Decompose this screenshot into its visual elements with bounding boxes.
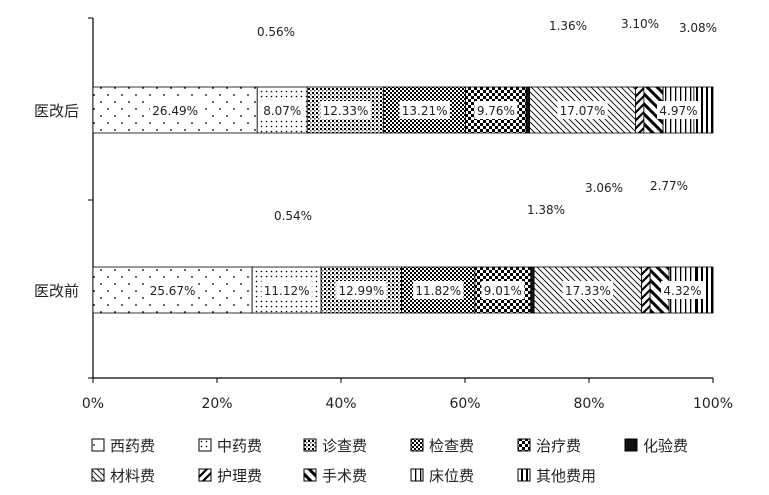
data-label: 12.99%: [338, 284, 384, 298]
x-tick-label: 100%: [693, 396, 733, 412]
data-label: 17.07%: [560, 104, 606, 118]
data-label-bg: [147, 281, 198, 299]
data-label-bg: [149, 101, 201, 119]
data-label-bg: [474, 101, 518, 119]
data-label-bg: [399, 101, 450, 119]
legend-swatch: [91, 438, 105, 452]
data-label: 3.08%: [679, 21, 717, 35]
data-label: 4.97%: [659, 104, 697, 118]
bar-segment: [641, 266, 651, 314]
bar-segment: [635, 86, 645, 134]
bar-segment: [92, 266, 253, 314]
data-label: 4.32%: [663, 284, 701, 298]
data-label: 13.21%: [402, 104, 448, 118]
legend-swatch: [303, 438, 317, 452]
data-label-bg: [660, 281, 704, 299]
legend-label: 中药费: [217, 437, 262, 455]
data-label: 0.56%: [257, 25, 295, 39]
legend-label: 材料费: [110, 467, 155, 485]
data-label-bg: [557, 101, 608, 119]
data-label: 17.33%: [565, 284, 611, 298]
bar-segment: [525, 86, 531, 134]
bar-segment: [529, 86, 636, 134]
legend-label: 西药费: [110, 437, 155, 455]
legend-swatch: [624, 438, 638, 452]
x-tick-label: 0%: [82, 396, 104, 412]
data-label: 12.33%: [323, 104, 369, 118]
data-labels: 26.49% 8.07% 12.33% 13.21% 9.76% 17.07% 4.97% 0…: [147, 17, 717, 299]
data-label-bg: [656, 101, 700, 119]
data-label: 2.77%: [650, 179, 688, 193]
bar-segment: [530, 266, 535, 314]
data-label: 11.12%: [264, 284, 310, 298]
data-label: 1.38%: [527, 203, 565, 217]
legend-label: 床位费: [429, 467, 474, 485]
x-tick-label: 80%: [573, 396, 604, 412]
x-tick-label: 60%: [449, 396, 480, 412]
data-label: 3.10%: [621, 17, 659, 31]
data-label-bg: [336, 281, 387, 299]
legend-swatch: [410, 468, 424, 482]
legend-label: 诊查费: [322, 437, 367, 455]
legend-label: 检查费: [429, 437, 474, 455]
data-label: 9.76%: [477, 104, 515, 118]
legend-swatch: [517, 438, 531, 452]
category-label: 医改前: [34, 282, 79, 300]
legend-swatch: [198, 438, 212, 452]
data-label: 0.54%: [274, 209, 312, 223]
legend-label: 其他费用: [536, 467, 596, 485]
category-label: 医改后: [34, 102, 79, 120]
data-label-bg: [481, 281, 525, 299]
legend-swatch: [410, 438, 424, 452]
legend-swatch: [517, 468, 531, 482]
legend-label: 护理费: [217, 467, 262, 485]
data-label-bg: [320, 101, 371, 119]
bars: [92, 86, 714, 314]
legend-swatch: [91, 468, 105, 482]
legend-swatch: [198, 468, 212, 482]
data-label-bg: [260, 101, 304, 119]
x-tick-label: 40%: [325, 396, 356, 412]
data-label: 1.36%: [549, 19, 587, 33]
legend-label: 化验费: [643, 437, 688, 455]
data-label: 9.01%: [484, 284, 522, 298]
data-label: 25.67%: [150, 284, 196, 298]
data-label: 26.49%: [152, 104, 198, 118]
x-tick-label: 20%: [201, 396, 232, 412]
legend-swatch: [303, 468, 317, 482]
data-label-bg: [413, 281, 464, 299]
legend-label: 治疗费: [536, 437, 581, 455]
data-label: 11.82%: [415, 284, 461, 298]
legend-label: 手术费: [322, 467, 367, 485]
data-label: 3.06%: [585, 181, 623, 195]
data-label-bg: [562, 281, 614, 299]
data-label-bg: [261, 281, 312, 299]
data-label: 8.07%: [263, 104, 301, 118]
